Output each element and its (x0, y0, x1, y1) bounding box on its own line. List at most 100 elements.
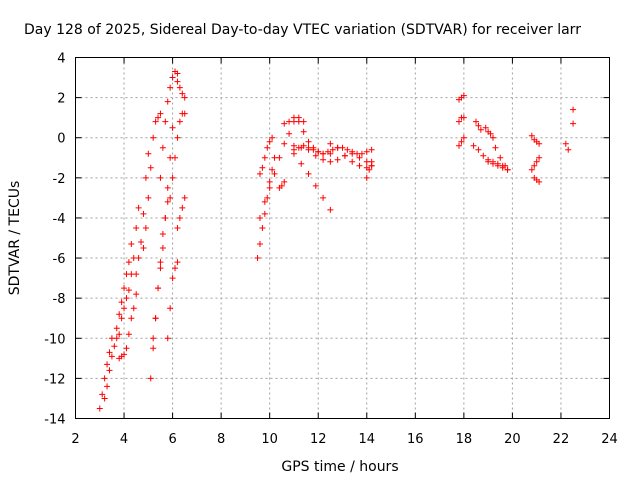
data-point (147, 375, 154, 382)
y-axis-label: SDTVAR / TECUs (7, 181, 23, 296)
data-point (349, 150, 356, 157)
data-point (256, 214, 263, 221)
data-point (101, 395, 108, 402)
series-arc-37 (570, 106, 577, 127)
data-point (480, 152, 487, 159)
data-point (473, 118, 479, 125)
series-arc-26 (456, 114, 467, 125)
data-point (125, 259, 132, 266)
series-arc-21 (290, 142, 375, 157)
x-axis-label: GPS time / hours (281, 459, 398, 475)
chart-title: Day 128 of 2025, Sidereal Day-to-day VTE… (24, 22, 581, 38)
data-point (470, 142, 477, 149)
data-point (334, 156, 341, 163)
y-tick-label: -14 (44, 413, 65, 428)
data-point (266, 178, 273, 185)
x-tick-label: 14 (358, 432, 375, 447)
data-point (106, 367, 113, 374)
series-arc-12 (174, 78, 188, 101)
data-point (174, 78, 181, 85)
series-arc-6 (133, 150, 152, 278)
data-point (356, 162, 363, 169)
data-point (276, 154, 283, 161)
series-arc-10 (157, 68, 181, 181)
series-arc-5 (118, 204, 142, 322)
data-point (142, 174, 149, 181)
data-point (460, 134, 467, 141)
data-point (259, 164, 266, 171)
data-point (106, 349, 113, 356)
data-point (334, 144, 341, 151)
data-point (320, 150, 327, 157)
data-point (133, 271, 140, 278)
data-point (281, 140, 288, 147)
data-point (174, 70, 181, 77)
data-point (150, 134, 157, 141)
data-point (164, 184, 171, 191)
data-point (155, 285, 162, 292)
data-point (138, 239, 145, 246)
data-point (130, 305, 137, 312)
series-arc-23 (327, 140, 375, 171)
data-point (460, 114, 467, 121)
data-point (356, 154, 363, 161)
data-point (140, 245, 147, 252)
data-point (264, 144, 271, 151)
data-point (271, 170, 278, 177)
data-point (261, 210, 268, 217)
series-arc-9 (150, 124, 176, 342)
data-point (128, 241, 135, 248)
data-point (116, 331, 123, 338)
series-arc-30 (482, 124, 496, 141)
data-point (278, 182, 285, 189)
data-point (167, 194, 174, 201)
data-point (456, 142, 463, 149)
data-point (121, 305, 128, 312)
data-point (164, 98, 171, 105)
x-tick-label: 10 (261, 432, 278, 447)
data-point (125, 287, 132, 294)
y-tick-label: 4 (57, 52, 65, 67)
data-point (123, 295, 130, 302)
data-point (172, 154, 179, 161)
data-point (145, 194, 152, 201)
data-point (494, 162, 501, 169)
data-point (174, 134, 181, 141)
data-point (113, 325, 120, 332)
x-tick-labels: 2 4 6 8 10 12 14 16 18 20 22 24 (71, 432, 617, 447)
data-point (123, 345, 130, 352)
data-point (157, 265, 164, 272)
data-point (298, 144, 305, 151)
series-arc-18 (276, 178, 288, 191)
series-arc-8 (147, 198, 171, 382)
data-point (181, 94, 188, 101)
data-points (96, 68, 577, 412)
series-arc-20 (290, 150, 334, 213)
data-point (118, 299, 125, 306)
data-point (305, 170, 312, 177)
data-point (363, 148, 370, 155)
data-point (565, 146, 572, 153)
data-point (167, 84, 174, 91)
data-point (475, 122, 482, 129)
data-point (256, 241, 263, 248)
data-point (169, 174, 176, 181)
series-arc-14 (174, 194, 188, 231)
data-point (497, 154, 504, 161)
data-point (150, 345, 157, 352)
data-point (147, 164, 154, 171)
series-arc-29 (473, 118, 484, 133)
data-point (349, 158, 356, 165)
x-tick-label: 18 (456, 432, 473, 447)
series-arc-32 (492, 144, 511, 173)
data-point (176, 118, 183, 125)
data-point (256, 170, 263, 177)
data-point (142, 224, 149, 231)
data-point (101, 375, 108, 382)
data-point (368, 158, 375, 165)
data-point (341, 152, 348, 159)
data-point (121, 285, 128, 292)
data-point (169, 275, 176, 282)
data-point (113, 335, 120, 342)
data-point (298, 160, 305, 167)
